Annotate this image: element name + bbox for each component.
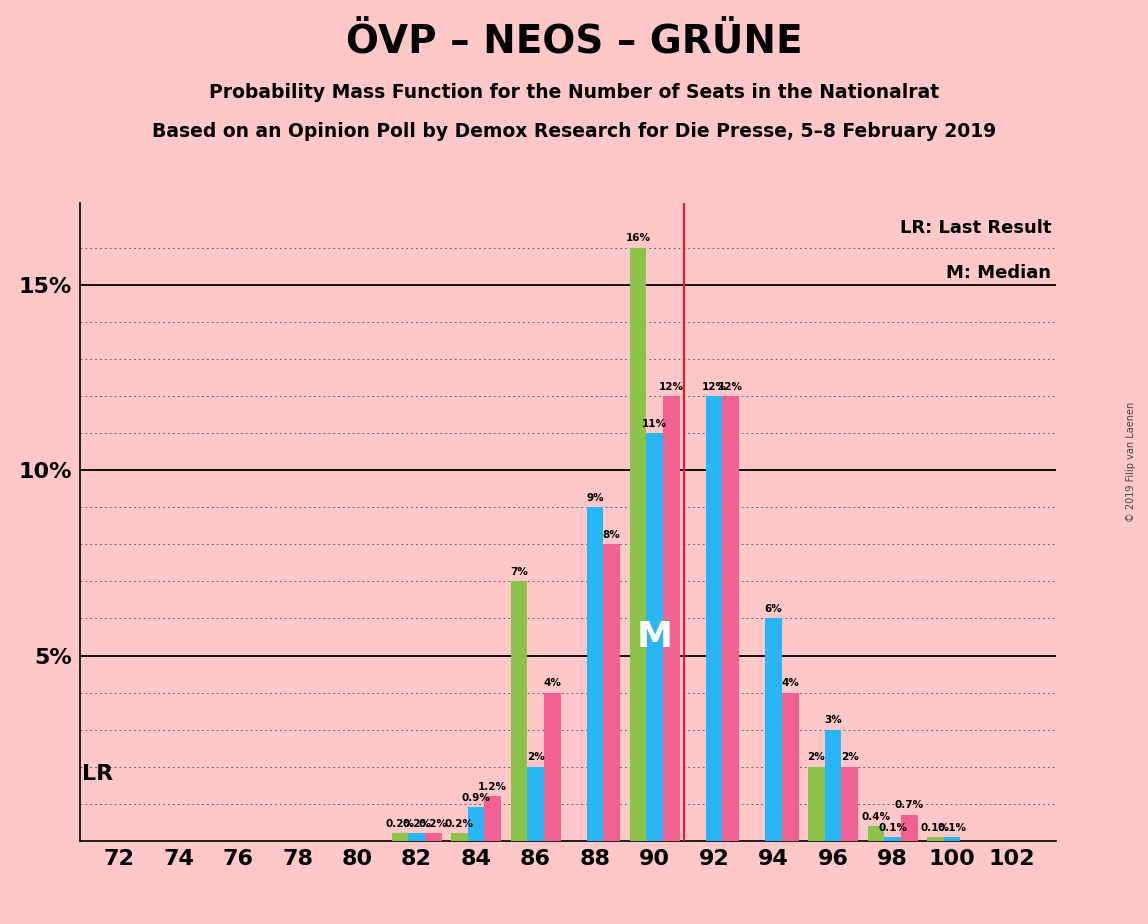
- Text: 1.2%: 1.2%: [479, 782, 507, 792]
- Bar: [629, 248, 646, 841]
- Text: 2%: 2%: [807, 752, 825, 762]
- Bar: [425, 833, 442, 841]
- Bar: [604, 544, 620, 841]
- Bar: [511, 581, 527, 841]
- Text: LR: LR: [83, 764, 114, 784]
- Bar: [808, 767, 824, 841]
- Text: Probability Mass Function for the Number of Seats in the Nationalrat: Probability Mass Function for the Number…: [209, 83, 939, 103]
- Bar: [841, 767, 858, 841]
- Text: 2%: 2%: [527, 752, 544, 762]
- Text: 4%: 4%: [543, 678, 561, 688]
- Bar: [766, 618, 782, 841]
- Text: M: Median: M: Median: [946, 264, 1052, 282]
- Bar: [587, 507, 604, 841]
- Bar: [662, 396, 680, 841]
- Text: 12%: 12%: [659, 382, 684, 392]
- Text: Based on an Opinion Poll by Demox Research for Die Presse, 5–8 February 2019: Based on an Opinion Poll by Demox Resear…: [152, 122, 996, 141]
- Bar: [722, 396, 739, 841]
- Bar: [451, 833, 467, 841]
- Bar: [391, 833, 409, 841]
- Text: © 2019 Filip van Laenen: © 2019 Filip van Laenen: [1126, 402, 1135, 522]
- Text: 0.9%: 0.9%: [461, 793, 490, 803]
- Text: 0.7%: 0.7%: [894, 800, 924, 810]
- Text: ÖVP – NEOS – GRÜNE: ÖVP – NEOS – GRÜNE: [346, 23, 802, 61]
- Text: M: M: [636, 620, 673, 654]
- Bar: [527, 767, 544, 841]
- Bar: [901, 815, 917, 841]
- Text: 0.2%: 0.2%: [419, 819, 448, 829]
- Text: 16%: 16%: [626, 234, 651, 243]
- Text: 0.2%: 0.2%: [386, 819, 414, 829]
- Bar: [409, 833, 425, 841]
- Text: 3%: 3%: [824, 715, 841, 725]
- Bar: [782, 693, 799, 841]
- Text: 0.2%: 0.2%: [402, 819, 430, 829]
- Text: 0.1%: 0.1%: [878, 822, 907, 833]
- Bar: [646, 433, 662, 841]
- Text: 2%: 2%: [840, 752, 859, 762]
- Text: 12%: 12%: [701, 382, 727, 392]
- Text: 9%: 9%: [587, 492, 604, 503]
- Bar: [467, 808, 484, 841]
- Text: 11%: 11%: [642, 419, 667, 429]
- Text: LR: Last Result: LR: Last Result: [900, 219, 1052, 237]
- Text: 0.2%: 0.2%: [445, 819, 474, 829]
- Text: 12%: 12%: [719, 382, 743, 392]
- Text: 8%: 8%: [603, 529, 621, 540]
- Bar: [484, 796, 501, 841]
- Text: 4%: 4%: [782, 678, 799, 688]
- Bar: [824, 730, 841, 841]
- Bar: [868, 826, 884, 841]
- Bar: [928, 837, 944, 841]
- Text: 0.1%: 0.1%: [921, 822, 949, 833]
- Text: 0.4%: 0.4%: [861, 811, 891, 821]
- Bar: [706, 396, 722, 841]
- Text: 7%: 7%: [510, 567, 528, 577]
- Bar: [944, 837, 961, 841]
- Text: 6%: 6%: [765, 604, 783, 614]
- Text: 0.1%: 0.1%: [938, 822, 967, 833]
- Bar: [884, 837, 901, 841]
- Bar: [544, 693, 560, 841]
